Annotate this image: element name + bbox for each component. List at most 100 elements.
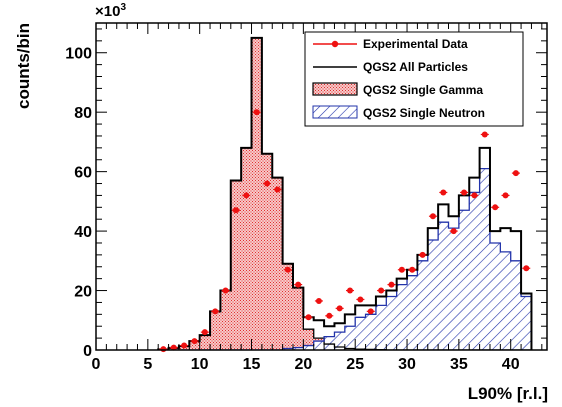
data-point	[325, 312, 334, 319]
data-point	[387, 281, 396, 288]
legend-marker-dot	[331, 40, 339, 48]
x-tick-label: 35	[450, 356, 468, 373]
data-points	[159, 109, 531, 353]
legend: Experimental Data QGS2 All Particles QGS…	[304, 31, 524, 127]
data-point-marker	[419, 251, 426, 258]
data-point	[335, 305, 344, 312]
y-multiplier-exponent: 3	[120, 2, 126, 13]
data-point	[460, 189, 469, 196]
data-point-marker	[388, 281, 395, 288]
data-point	[200, 329, 209, 336]
data-point-marker	[201, 329, 208, 336]
data-point-marker	[232, 207, 239, 214]
legend-label: Experimental Data	[363, 37, 468, 51]
x-tick-label: 40	[502, 356, 520, 373]
data-point	[480, 131, 489, 138]
y-multiplier: ×103	[95, 2, 126, 20]
legend-label: QGS2 Single Gamma	[363, 83, 483, 97]
data-point	[428, 213, 437, 220]
y-tick-label: 0	[83, 343, 92, 360]
data-point	[449, 228, 458, 235]
data-point	[231, 207, 240, 214]
data-point	[159, 346, 168, 353]
tick-labels: 0 5 10 15 20 25 30 35 40 0 20 40 60 80 100	[65, 46, 519, 373]
data-point-marker	[367, 308, 374, 315]
y-multiplier-base: ×10	[95, 3, 120, 20]
data-point-marker	[160, 346, 167, 353]
data-point	[522, 265, 531, 272]
data-point-marker	[357, 296, 364, 303]
plot-frame	[95, 22, 548, 351]
data-point-marker	[523, 265, 530, 272]
data-point-marker	[315, 297, 322, 304]
legend-entry-single-gamma: QGS2 Single Gamma	[312, 82, 483, 97]
y-tick-label: 20	[74, 284, 92, 301]
data-point	[501, 192, 510, 199]
data-point	[491, 204, 500, 211]
y-axis-title: counts/bin	[14, 23, 33, 109]
data-point	[366, 308, 375, 315]
data-point	[304, 314, 313, 321]
x-tick-label: 5	[143, 356, 152, 373]
data-point	[294, 281, 303, 288]
data-point	[273, 186, 282, 193]
data-point-marker	[170, 344, 177, 351]
legend-label: QGS2 Single Neutron	[363, 106, 485, 120]
data-point-marker	[222, 287, 229, 294]
data-point-marker	[512, 170, 519, 177]
x-tick-label: 30	[398, 356, 416, 373]
y-tick-label: 60	[74, 165, 92, 182]
y-tick-label: 100	[65, 46, 92, 63]
data-point-marker	[481, 131, 488, 138]
data-point-marker	[378, 287, 385, 294]
data-point-marker	[492, 204, 499, 211]
data-point-marker	[440, 189, 447, 196]
data-point	[180, 342, 189, 349]
neutron-area	[158, 168, 532, 350]
data-point	[408, 266, 417, 273]
data-point-marker	[295, 281, 302, 288]
data-point-marker	[253, 109, 260, 116]
data-point-marker	[409, 266, 416, 273]
all-particles-line	[157, 36, 533, 350]
data-point	[346, 287, 355, 294]
data-point-marker	[212, 308, 219, 315]
data-point	[221, 287, 230, 294]
line-layer	[157, 36, 533, 350]
x-tick-label: 10	[191, 356, 209, 373]
data-point-marker	[336, 305, 343, 312]
data-point-marker	[284, 266, 291, 273]
y-tick-label: 80	[74, 105, 92, 122]
data-point-marker	[347, 287, 354, 294]
axis-ticks	[95, 23, 547, 351]
data-point	[377, 287, 386, 294]
data-point	[397, 266, 406, 273]
legend-entry-experimental-data: Experimental Data	[313, 37, 468, 51]
data-point-marker	[450, 228, 457, 235]
data-point-marker	[264, 180, 271, 187]
data-point	[263, 180, 272, 187]
x-tick-label: 0	[92, 356, 101, 373]
data-point-marker	[502, 192, 509, 199]
data-point	[169, 344, 178, 351]
x-tick-label: 25	[346, 356, 364, 373]
legend-swatch-gamma	[312, 82, 358, 96]
x-tick-label: 15	[243, 356, 261, 373]
data-point-marker	[305, 314, 312, 321]
data-point-marker	[191, 338, 198, 345]
x-axis-title: L90% [r.l.]	[468, 384, 548, 403]
data-point-marker	[326, 312, 333, 319]
legend-swatch-neutron	[312, 105, 358, 119]
data-point	[252, 109, 261, 116]
y-tick-label: 40	[74, 224, 92, 241]
data-point-marker	[471, 192, 478, 199]
legend-label: QGS2 All Particles	[363, 60, 468, 74]
data-point	[439, 189, 448, 196]
data-point-marker	[398, 266, 405, 273]
legend-entry-single-neutron: QGS2 Single Neutron	[312, 105, 485, 120]
data-point-marker	[274, 186, 281, 193]
data-point	[283, 266, 292, 273]
data-point	[418, 251, 427, 258]
data-point	[211, 308, 220, 315]
